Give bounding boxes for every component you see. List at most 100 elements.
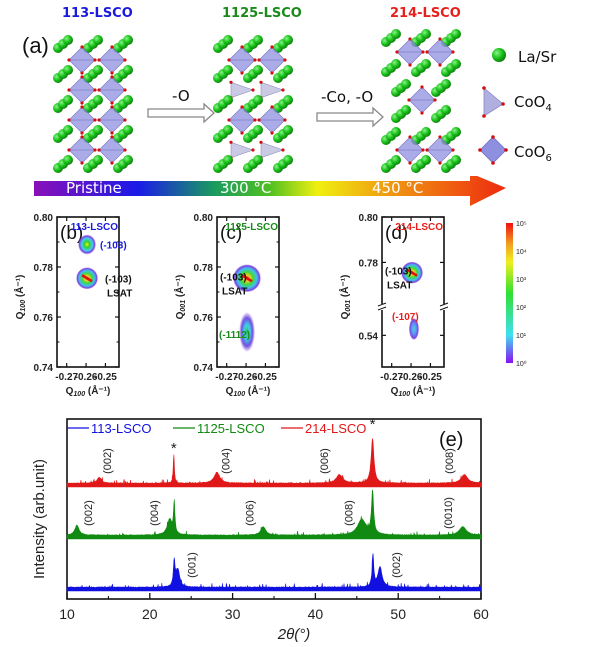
oxygen-atom [93,118,97,122]
oxygen-atom [421,50,425,54]
peak-label: (004) [220,448,232,474]
oxygen-atom [253,118,257,122]
la-sr-atom [253,65,263,75]
x-tick-label: 60 [473,606,489,622]
x-tick-label: -0.26 [75,372,98,383]
la-sr-atom [451,59,461,69]
oxygen-atom [253,58,257,62]
legend: 113-LSCO 1125-LSCO 214-LSCO [67,421,366,436]
la-sr-atom [223,125,233,135]
y-tick-label: 0.78 [194,263,214,274]
oxygen-atom [425,148,429,152]
oxygen-atom [110,131,114,135]
plot-frame [66,418,482,600]
la-sr-atom [391,155,401,165]
diffraction-peak [408,318,419,340]
coo4-tetrahedron [260,81,284,99]
oxygen-atom [110,135,114,139]
la-sr-atom [93,95,103,105]
peak-label: (-103) [385,267,412,278]
peak-label: (006) [244,500,256,526]
peak-sublabel: LSAT [222,286,247,297]
oxygen-atom [80,135,84,139]
y-axis-label: Q100 (Å⁻¹) [13,275,27,320]
peak-label: (002) [391,552,403,578]
colorbar-tick-label: 10⁰ [516,360,527,368]
la-sr-atom [63,35,73,45]
oxygen-atom [425,50,429,54]
peak-label: (002) [102,448,114,474]
colorbar-tick-label: 10⁵ [516,221,527,228]
transition-label-1: -O [172,87,190,105]
gradient-arrow-shape [34,176,506,206]
oxygen-atom [438,37,442,41]
legend-entry: 113-LSCO [91,421,151,436]
oxygen-atom [123,58,127,62]
la-sr-atom [283,125,293,135]
la-sr-atom [63,155,73,165]
peak-label: (-107) [392,312,419,323]
oxygen-atom [451,50,455,54]
oxygen-atom [229,80,233,84]
legend-entry: 1125-LSCO [197,421,265,436]
x-tick-label: 10 [59,606,75,622]
la-sr-atom [283,155,293,165]
oxygen-atom [80,75,84,79]
temp-label-pristine: Pristine [66,179,122,197]
la-sr-atom [123,155,133,165]
peak-core [241,274,253,283]
oxygen-atom [93,148,97,152]
oxygen-atom [257,118,261,122]
oxygen-atom [395,148,399,152]
oxygen-atom [227,118,231,122]
structure-title-1125: 1125-LSCO [222,6,302,21]
legend-coo4: CoO4 [514,93,552,114]
la-sr-atom [441,79,451,89]
la-sr-atom [123,65,133,75]
la-sr-atom [223,35,233,45]
diffraction-peak [239,312,256,352]
oxygen-atom [257,58,261,62]
x-tick-label: -0.27 [380,372,403,383]
panel-label: (c) [220,223,242,244]
coo4-tetrahedron [230,81,254,99]
coo4-tetrahedron [260,141,284,159]
la-sr-atom [93,125,103,135]
oxygen-atom [251,148,255,152]
oxygen-atom [123,118,127,122]
panel-label-a: (a) [22,33,49,58]
la-sr-atom [123,35,133,45]
colorbar-tick-label: 10³ [516,277,527,284]
legend-coo6: CoO6 [514,143,552,164]
oxygen-atom [97,118,101,122]
oxygen-atom [80,101,84,105]
la-sr-atom [253,35,263,45]
axis-break-icon [377,302,387,307]
colorbar-tick-label: 10¹ [516,333,527,340]
oxygen-atom [110,101,114,105]
x-tick-label: 50 [390,606,406,622]
temp-label-300: 300 °C [220,179,272,197]
la-sr-atom [123,125,133,135]
oxygen-atom [240,45,244,49]
oxygen-atom [281,88,285,92]
peak-label: (-103) [100,241,127,252]
la-sr-atom [253,125,263,135]
substrate-marker: * [171,440,177,457]
oxygen-atom [227,58,231,62]
tetrahedron-icon [483,87,504,117]
la-sr-atom [451,127,461,137]
oxygen-atom [80,105,84,109]
la-sr-atom [63,65,73,75]
la-sr-atom [283,95,293,105]
xrd-curve-214-LSCO [66,438,482,488]
oxygen-atom [110,105,114,109]
legend-la-sr: La/Sr [518,48,557,66]
structure-title-214: 214-LSCO [390,6,461,21]
la-sr-atom [63,95,73,105]
axis-break-icon [439,306,449,311]
la-sr-atom [253,95,263,105]
colorbar: 10⁰ 10¹ 10² 10³ 10⁴ 10⁵ [506,221,527,368]
